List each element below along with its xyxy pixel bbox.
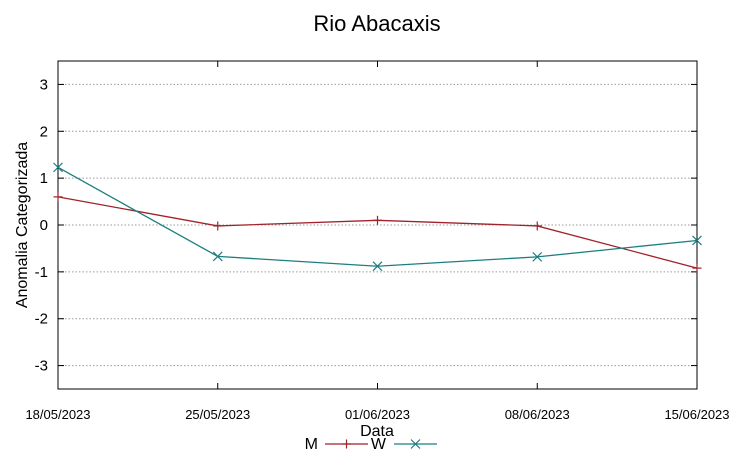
y-axis: -3 -2 -1 0 1 2 3 [35,76,697,375]
marker-stroke [692,235,702,246]
y-axis-label: Anomalia Categorizada [14,142,31,308]
grid-lines [58,83,697,367]
data-point [53,192,63,202]
x-tick-label: 08/06/2023 [505,407,570,422]
y-tick-label: 1 [40,170,48,187]
y-tick-label: 3 [40,76,48,93]
data-point [692,235,702,246]
y-tick-label: -1 [35,264,48,281]
marker-stroke [372,261,383,272]
data-point [532,251,543,262]
data-point [372,261,383,272]
x-tick-label: 25/05/2023 [185,407,250,422]
data-point [373,215,382,225]
data-point [532,221,542,231]
series-line-M [57,196,698,269]
x-tick-label: 15/06/2023 [664,407,729,422]
marker-stroke [212,251,223,262]
x-tick-label: 01/06/2023 [345,407,410,422]
chart-title: Rio Abacaxis [313,11,440,36]
series-group [53,162,702,273]
data-point [53,162,63,173]
x-axis-label: Data [360,423,394,440]
x-tick-label: 18/05/2023 [25,407,90,422]
data-point [342,439,351,449]
y-tick-label: 2 [40,123,48,140]
y-tick-label: 0 [40,217,48,234]
data-point [692,263,702,273]
marker-stroke [53,162,63,173]
legend-label-W: W [371,436,387,453]
y-tick-label: -2 [35,311,48,328]
y-tick-label: -3 [35,358,48,375]
data-point [213,221,223,231]
x-axis: 18/05/2023 25/05/2023 01/06/2023 08/06/2023… [25,61,730,422]
marker-stroke [532,251,543,262]
legend-label-M: M [305,436,318,453]
data-point [212,251,223,262]
marker-stroke [410,439,421,449]
data-point [410,439,421,449]
